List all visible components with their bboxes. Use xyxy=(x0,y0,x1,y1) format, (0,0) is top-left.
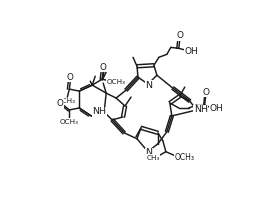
Text: CH₃: CH₃ xyxy=(146,155,160,161)
Text: O: O xyxy=(202,88,209,97)
Text: NH: NH xyxy=(194,105,208,114)
Text: NH: NH xyxy=(92,108,106,117)
Text: OCH₃: OCH₃ xyxy=(57,98,76,104)
Text: OCH₃: OCH₃ xyxy=(60,119,79,125)
Text: O: O xyxy=(57,98,64,108)
Text: OCH₃: OCH₃ xyxy=(107,79,126,85)
Text: N: N xyxy=(145,148,152,157)
Text: OH: OH xyxy=(210,104,224,113)
Text: OH: OH xyxy=(185,47,199,56)
Text: OCH₃: OCH₃ xyxy=(175,153,195,162)
Text: O: O xyxy=(100,63,107,72)
Text: O: O xyxy=(176,31,183,40)
Text: N: N xyxy=(145,81,152,90)
Text: O: O xyxy=(67,73,74,82)
